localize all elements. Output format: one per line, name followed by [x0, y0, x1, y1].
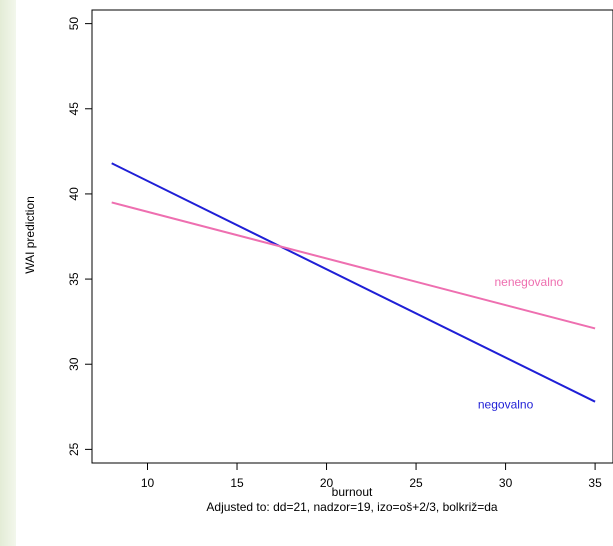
series-annotation-nenegovalno: nenegovalno — [494, 275, 563, 289]
y-tick-label: 25 — [67, 442, 81, 456]
y-tick-label: 45 — [67, 102, 81, 116]
y-tick-label: 30 — [67, 357, 81, 371]
chart-subtitle: Adjusted to: dd=21, nadzor=19, izo=oš+2/… — [206, 500, 498, 514]
y-tick-label: 40 — [67, 187, 81, 201]
series-annotation-negovalno: negovalno — [478, 398, 534, 412]
x-tick-label: 15 — [230, 476, 244, 490]
x-tick-label: 35 — [588, 476, 602, 490]
y-tick-label: 50 — [67, 17, 81, 31]
plot-frame — [92, 10, 613, 463]
y-axis-label: WAI prediction — [23, 196, 37, 274]
x-tick-label: 30 — [499, 476, 513, 490]
x-tick-label: 25 — [409, 476, 423, 490]
y-tick-label: 35 — [67, 272, 81, 286]
annotation-layer: nenegovalno negovalno — [478, 275, 564, 412]
x-tick-label: 10 — [141, 476, 155, 490]
series-line-nenegovalno — [112, 202, 595, 328]
y-axis: 25 30 35 40 45 50 — [67, 17, 92, 456]
x-axis-label: burnout — [332, 485, 373, 499]
